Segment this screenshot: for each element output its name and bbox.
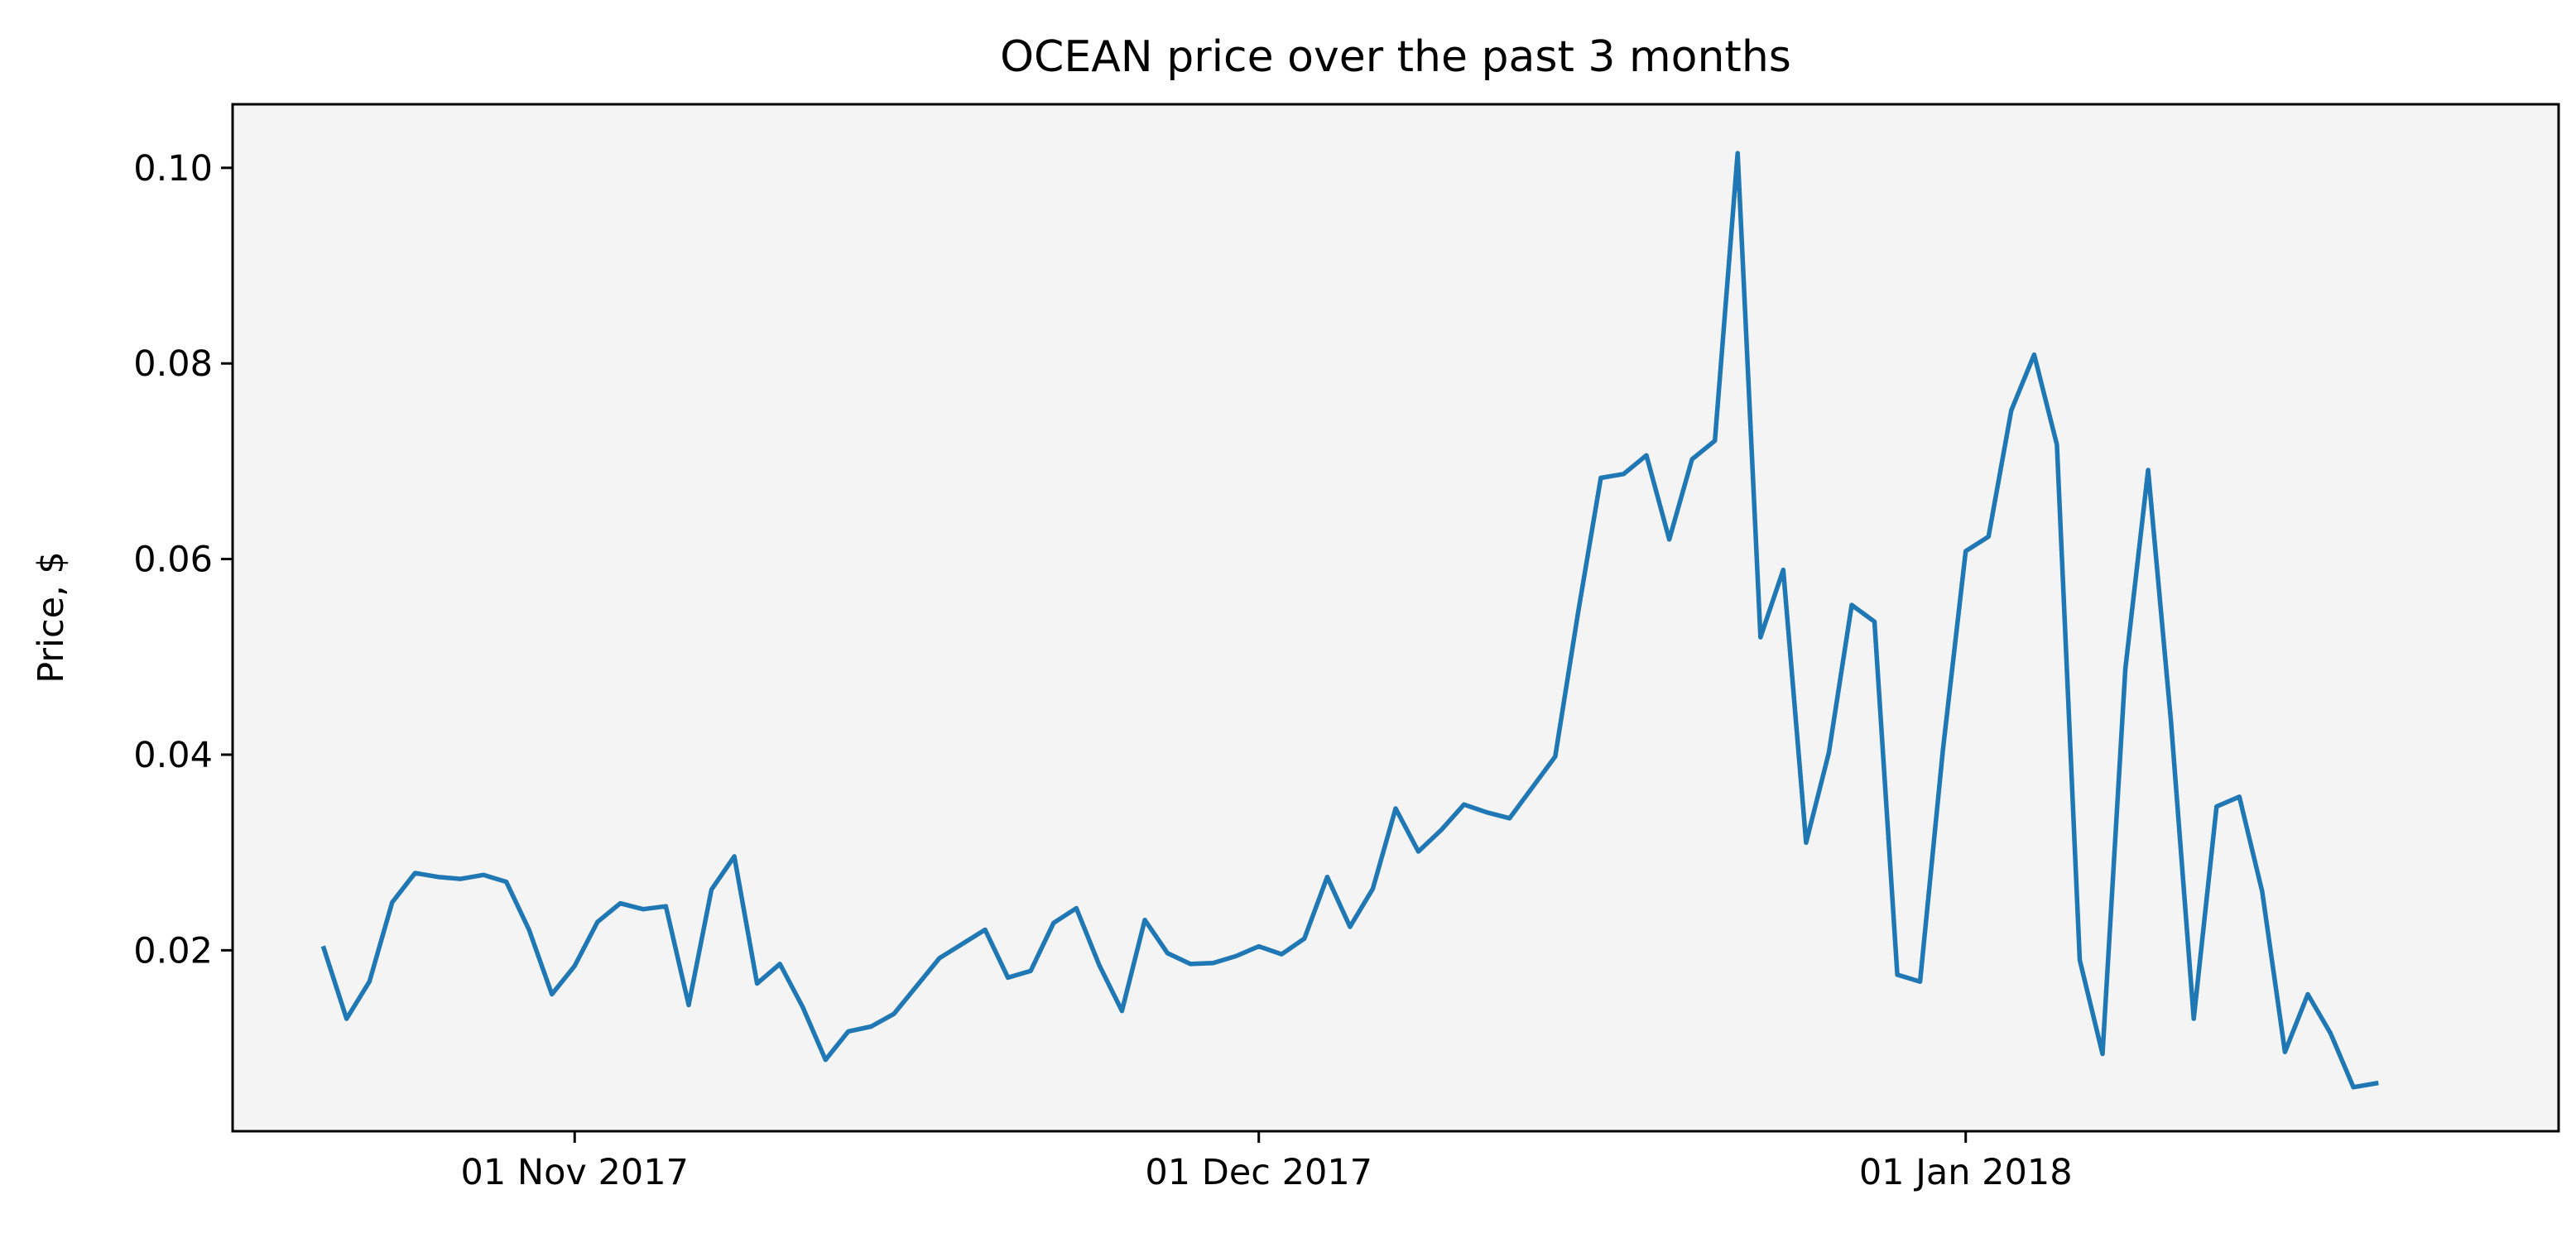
y-axis-label: Price, $ — [31, 551, 72, 684]
price-series-line — [320, 151, 2379, 1090]
y-tick-label: 0.02 — [133, 930, 213, 972]
y-tick-label: 0.06 — [133, 540, 213, 581]
chart-title: OCEAN price over the past 3 months — [1000, 32, 1791, 82]
x-axis-ticks: 01 Nov 2017 01 Dec 2017 01 Jan 2018 — [461, 1131, 2073, 1193]
y-axis-ticks: 0.02 0.04 0.06 0.08 0.10 — [133, 148, 233, 972]
plot-area — [233, 104, 2559, 1131]
y-tick-label: 0.04 — [133, 735, 213, 776]
y-tick-label: 0.08 — [133, 343, 213, 385]
plot-frame — [231, 103, 2560, 1133]
y-tick-label: 0.10 — [133, 148, 213, 190]
x-tick-label: 01 Jan 2018 — [1859, 1152, 2073, 1193]
x-tick-label: 01 Dec 2017 — [1145, 1152, 1372, 1193]
x-tick-label: 01 Nov 2017 — [461, 1152, 689, 1193]
